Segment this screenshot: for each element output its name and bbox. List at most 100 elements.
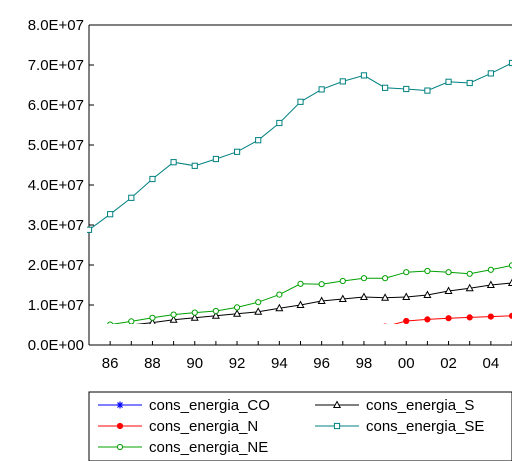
data-point-cons-energia-ne <box>339 277 346 285</box>
data-point-cons-energia-se <box>128 194 135 201</box>
legend-item-cons-energia-se: cons_energia_SE <box>315 418 484 435</box>
data-point-cons-energia-co <box>339 335 346 342</box>
legend-marker <box>116 422 124 430</box>
series-cons-energia-s <box>109 278 512 324</box>
x-tick-label: 88 <box>144 355 161 372</box>
data-point-cons-energia-ne <box>382 275 389 282</box>
data-point-cons-energia-se <box>212 155 220 163</box>
legend-marker <box>333 422 341 430</box>
legend-label: cons_energia_S <box>366 397 474 414</box>
legend-item-cons-energia-s: cons_energia_S <box>315 397 474 414</box>
legend-label: cons_energia_NE <box>149 439 268 456</box>
data-point-cons-energia-s <box>254 307 263 315</box>
data-point-cons-energia-co <box>424 334 431 341</box>
legend-marker <box>116 443 124 451</box>
y-tick-label: 6.0E+07 <box>28 97 84 114</box>
legend: cons_energia_CO cons_energia_S cons_energi… <box>88 391 512 461</box>
data-point-cons-energia-s <box>444 286 453 294</box>
data-point-cons-energia-se <box>466 79 473 87</box>
legend-marker <box>332 400 342 408</box>
data-point-cons-energia-se <box>382 84 389 91</box>
data-point-cons-energia-ne <box>424 267 431 275</box>
plot-frame <box>88 24 512 346</box>
data-point-cons-energia-ne <box>149 314 156 321</box>
data-point-cons-energia-s <box>359 292 368 300</box>
x-tick-label: 02 <box>440 355 457 372</box>
data-point-cons-energia-co <box>382 334 389 341</box>
legend-label: cons_energia_N <box>149 418 258 435</box>
series-cons-energia-se <box>87 59 512 233</box>
legend-item-cons-energia-n: cons_energia_N <box>98 418 258 435</box>
data-point-cons-energia-ne <box>107 321 114 324</box>
x-tick-label: 86 <box>102 355 119 372</box>
y-tick-label: 1.0E+07 <box>28 297 84 314</box>
data-point-cons-energia-se <box>318 86 325 93</box>
data-point-cons-energia-s <box>149 318 156 324</box>
legend-marker <box>116 401 124 409</box>
x-tick-label: 04 <box>483 355 500 372</box>
data-point-cons-energia-se <box>149 175 156 183</box>
series-line-cons-energia-n <box>392 315 512 324</box>
data-point-cons-energia-s <box>402 292 411 300</box>
data-point-cons-energia-s <box>381 293 390 301</box>
data-point-cons-energia-se <box>424 87 431 94</box>
x-tick-label: 94 <box>271 355 288 372</box>
data-point-cons-energia-n <box>445 315 452 322</box>
data-point-cons-energia-ne <box>128 318 135 324</box>
x-tick-label: 00 <box>398 355 415 372</box>
legend-item-cons-energia-co: cons_energia_CO <box>98 397 270 414</box>
data-point-cons-energia-co <box>445 333 452 340</box>
data-point-cons-energia-s <box>190 313 199 321</box>
data-point-cons-energia-se <box>297 98 304 105</box>
data-point-cons-energia-ne <box>170 311 177 318</box>
data-point-cons-energia-n <box>466 314 473 321</box>
data-point-cons-energia-se <box>360 72 368 79</box>
data-point-cons-energia-s <box>296 300 305 308</box>
y-tick-label: 3.0E+07 <box>28 217 84 234</box>
data-point-cons-energia-se <box>255 137 262 144</box>
data-point-cons-energia-ne <box>212 307 219 315</box>
x-tick-label: 92 <box>229 355 246 372</box>
data-point-cons-energia-se <box>445 78 452 85</box>
data-point-cons-energia-n <box>383 323 387 324</box>
series-line-cons-energia-se <box>88 62 512 231</box>
data-point-cons-energia-n <box>487 313 494 320</box>
data-point-cons-energia-se <box>170 159 177 166</box>
data-point-cons-energia-se <box>403 85 410 93</box>
y-tick-label: 2.0E+07 <box>28 257 84 274</box>
data-point-cons-energia-s <box>338 294 347 302</box>
legend-label: cons_energia_SE <box>366 418 484 435</box>
data-point-cons-energia-s <box>211 311 220 319</box>
legend-item-cons-energia-ne: cons_energia_NE <box>98 439 268 456</box>
data-point-cons-energia-s <box>317 296 326 304</box>
y-axis-ticks: 0.0E+00 1.0E+07 2.0E+07 3.0E+07 4.0E+07 5.0E+… <box>28 17 94 354</box>
data-point-cons-energia-s <box>423 290 432 298</box>
series-cons-energia-ne <box>107 262 512 324</box>
data-point-cons-energia-s <box>486 280 495 288</box>
data-point-cons-energia-ne <box>403 269 410 276</box>
series-cons-energia-n <box>340 312 512 333</box>
data-point-cons-energia-ne <box>487 266 494 273</box>
data-point-cons-energia-ne <box>297 280 304 287</box>
data-point-cons-energia-s <box>507 278 512 286</box>
data-point-cons-energia-se <box>87 226 93 233</box>
data-point-cons-energia-se <box>276 119 283 127</box>
data-point-cons-energia-ne <box>191 309 198 316</box>
data-point-cons-energia-ne <box>445 269 452 276</box>
data-point-cons-energia-ne <box>466 270 473 277</box>
y-tick-label: 0.0E+00 <box>28 337 84 354</box>
data-point-cons-energia-co <box>509 332 512 339</box>
data-point-cons-energia-ne <box>276 291 283 298</box>
data-point-cons-energia-n <box>340 328 345 333</box>
data-point-cons-energia-ne <box>318 281 325 288</box>
x-tick-label: 90 <box>186 355 203 372</box>
data-point-cons-energia-s <box>109 322 111 324</box>
data-point-cons-energia-se <box>107 211 114 218</box>
x-tick-label: 98 <box>356 355 373 372</box>
x-axis-ticks: 86 88 90 92 94 96 98 00 02 04 <box>88 341 512 372</box>
data-point-cons-energia-co <box>487 332 494 339</box>
data-point-cons-energia-n <box>361 327 366 332</box>
data-point-cons-energia-s <box>233 309 242 317</box>
data-point-cons-energia-n <box>403 317 410 324</box>
